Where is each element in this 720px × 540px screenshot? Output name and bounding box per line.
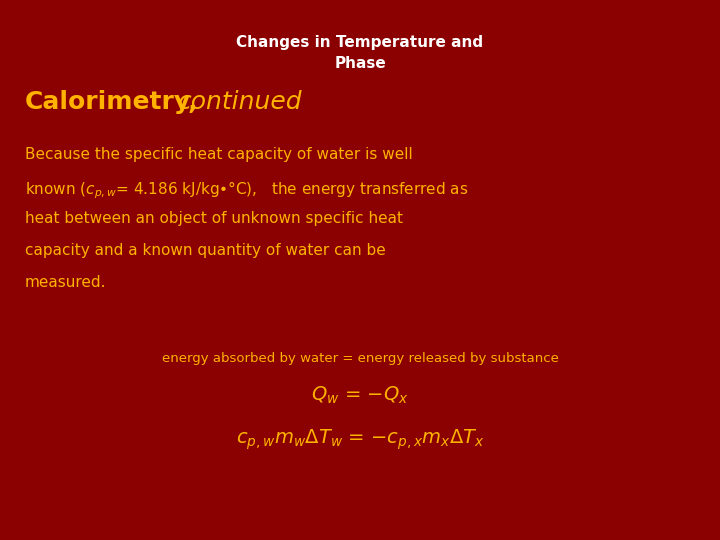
Text: known ($\mathit{c}_{p,w}$= 4.186 kJ/kg•°C),   the energy transferred as: known ($\mathit{c}_{p,w}$= 4.186 kJ/kg•°… [25,179,469,200]
Text: energy absorbed by water = energy released by substance: energy absorbed by water = energy releas… [161,352,559,365]
Text: capacity and a known quantity of water can be: capacity and a known quantity of water c… [25,243,386,258]
Text: Calorimetry,: Calorimetry, [25,90,199,114]
Text: $\mathit{Q}_{w}$ = $-\mathit{Q}_{x}$: $\mathit{Q}_{w}$ = $-\mathit{Q}_{x}$ [311,385,409,406]
Text: Because the specific heat capacity of water is well: Because the specific heat capacity of wa… [25,147,413,162]
Text: Changes in Temperature and
Phase: Changes in Temperature and Phase [236,35,484,71]
Text: continued: continued [178,90,302,114]
Text: measured.: measured. [25,275,107,290]
Text: $\mathit{c}_{p,w}\mathit{m}_{w}\Delta \mathit{T}_{w}$ = $-\mathit{c}_{p,x}\mathi: $\mathit{c}_{p,w}\mathit{m}_{w}\Delta \m… [235,428,485,453]
Text: heat between an object of unknown specific heat: heat between an object of unknown specif… [25,211,403,226]
